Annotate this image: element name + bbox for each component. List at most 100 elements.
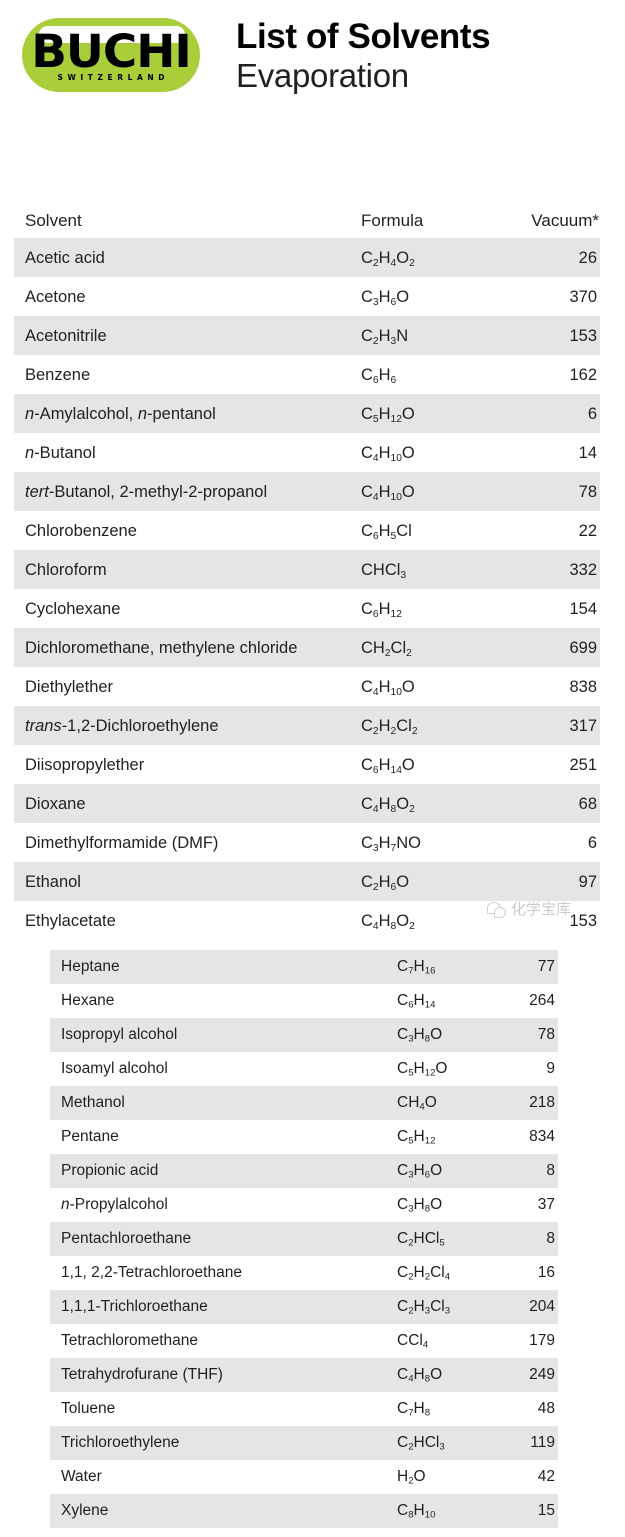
cell-solvent-name: Diethylether [25, 677, 114, 696]
column-header-formula: Formula [361, 211, 424, 230]
table-row: Dichloromethane, methylene chloride CH2Cl… [14, 628, 600, 667]
cell-vacuum-value: 119 [530, 1434, 555, 1451]
cell-vacuum-value: 42 [537, 1468, 555, 1485]
cell-solvent-name: Chlorobenzene [25, 521, 137, 540]
cell-solvent-name: Chloroform [25, 560, 107, 579]
table-row: Dimethylformamide (DMF) C3H7NO 6 [14, 823, 600, 862]
table-row: Water H2O 42 [50, 1460, 558, 1494]
cell-solvent-name: Benzene [25, 365, 91, 384]
cell-solvent-name: Diisopropylether [25, 755, 145, 774]
column-header-solvent: Solvent [25, 211, 82, 230]
cell-formula: C2H4O2 [361, 248, 415, 269]
table-row: Toluene C7H8 48 [50, 1392, 558, 1426]
cell-formula: C3H8O [397, 1196, 443, 1215]
cell-vacuum-value: 699 [569, 638, 597, 657]
cell-formula: C2H2Cl4 [397, 1264, 451, 1283]
cell-vacuum-value: 838 [569, 677, 597, 696]
cell-formula: C2HCl5 [397, 1230, 445, 1249]
cell-vacuum-value: 26 [578, 248, 597, 267]
cell-solvent-name: Ethanol [25, 872, 81, 891]
table-row: Pentane C5H12 834 [50, 1120, 558, 1154]
cell-solvent-name: Pentane [61, 1128, 119, 1145]
table-row: Tetrahydrofurane (THF) C4H8O 249 [50, 1358, 558, 1392]
cell-formula: C6H5Cl [361, 521, 412, 542]
cell-vacuum-value: 78 [537, 1026, 555, 1043]
table-row: Acetone C3H6O 370 [14, 277, 600, 316]
solvent-table-secondary: Heptane C7H16 77 Hexane C6H14 264 Isopropyl al… [50, 950, 558, 1528]
table-row: Dioxane C4H8O2 68 [14, 784, 600, 823]
cell-vacuum-value: 179 [529, 1332, 555, 1349]
cell-vacuum-value: 218 [529, 1094, 555, 1111]
cell-solvent-name: n-Propylalcohol [61, 1196, 168, 1213]
cell-formula: CCl4 [397, 1332, 429, 1351]
cell-formula: CH4O [397, 1094, 437, 1113]
cell-solvent-name: Trichloroethylene [61, 1434, 180, 1451]
table-row: Ethanol C2H6O 97 [14, 862, 600, 901]
cell-formula: C4H10O [361, 482, 415, 503]
cell-formula: C5H12 [397, 1128, 436, 1147]
cell-solvent-name: Water [61, 1468, 102, 1485]
cell-formula: C3H8O [397, 1026, 443, 1045]
table-row: tert-Butanol, 2-methyl-2-propanol C4H10O 7… [14, 472, 600, 511]
cell-solvent-name: n-Amylalcohol, n-pentanol [25, 404, 216, 423]
cell-vacuum-value: 264 [529, 992, 555, 1009]
cell-vacuum-value: 8 [546, 1162, 555, 1179]
logo-country-text: SWITZERLAND [57, 73, 170, 82]
cell-formula: C8H10 [397, 1502, 436, 1521]
cell-formula: CH2Cl2 [361, 638, 412, 659]
table-row: Hexane C6H14 264 [50, 984, 558, 1018]
cell-vacuum-value: 97 [578, 872, 597, 891]
cell-formula: C5H12O [397, 1060, 448, 1079]
cell-solvent-name: Tetrachloromethane [61, 1332, 198, 1349]
cell-solvent-name: n-Butanol [25, 443, 96, 462]
table-header-row: Solvent Formula Vacuum* [14, 200, 600, 238]
logo-highlight-bar [39, 26, 185, 43]
cell-formula: C6H14 [397, 992, 436, 1011]
cell-formula: C4H8O2 [361, 911, 415, 932]
cell-solvent-name: Cyclohexane [25, 599, 121, 618]
cell-formula: C2H3Cl3 [397, 1298, 451, 1317]
table-row: Tetrachloromethane CCl4 179 [50, 1324, 558, 1358]
buchi-logo: BUCHI SWITZERLAND [22, 18, 200, 92]
cell-formula: C3H6O [397, 1162, 443, 1181]
cell-solvent-name: trans-1,2-Dichloroethylene [25, 716, 219, 735]
cell-vacuum-value: 6 [587, 404, 597, 423]
cell-formula: C3H6O [361, 287, 410, 308]
table-row: Chlorobenzene C6H5Cl 22 [14, 511, 600, 550]
table-row: n-Butanol C4H10O 14 [14, 433, 600, 472]
cell-solvent-name: Hexane [61, 992, 115, 1009]
table-row: Heptane C7H16 77 [50, 950, 558, 984]
cell-vacuum-value: 9 [546, 1060, 555, 1077]
cell-vacuum-value: 78 [578, 482, 597, 501]
cell-solvent-name: Acetone [25, 287, 86, 306]
table-row: Ethylacetate C4H8O2 153 [14, 901, 600, 940]
table-row: n-Propylalcohol C3H8O 37 [50, 1188, 558, 1222]
solvent-table-primary: Solvent Formula Vacuum* Acetic acid C2H4O… [14, 200, 600, 940]
table-row: Chloroform CHCl3 332 [14, 550, 600, 589]
cell-vacuum-value: 249 [529, 1366, 555, 1383]
logo-brand-text: BUCHI [31, 25, 191, 78]
cell-vacuum-value: 834 [529, 1128, 555, 1145]
cell-solvent-name: 1,1,1-Trichloroethane [61, 1298, 208, 1315]
cell-formula: H2O [397, 1468, 426, 1487]
cell-formula: C7H16 [397, 958, 436, 977]
cell-solvent-name: Acetic acid [25, 248, 105, 267]
cell-solvent-name: Dimethylformamide (DMF) [25, 833, 219, 852]
cell-formula: C6H6 [361, 365, 397, 386]
page-subtitle: Evaporation [236, 57, 409, 94]
page-title: List of Solvents [236, 17, 491, 56]
table-row: trans-1,2-Dichloroethylene C2H2Cl2 317 [14, 706, 600, 745]
cell-formula: C6H12 [361, 599, 402, 620]
table-body-secondary: Heptane C7H16 77 Hexane C6H14 264 Isopropyl al… [50, 950, 558, 1528]
cell-solvent-name: Toluene [61, 1400, 116, 1417]
cell-solvent-name: Propionic acid [61, 1162, 159, 1179]
cell-vacuum-value: 154 [569, 599, 597, 618]
table-row: Trichloroethylene C2HCl3 119 [50, 1426, 558, 1460]
cell-vacuum-value: 153 [569, 326, 597, 345]
cell-formula: C7H8 [397, 1400, 431, 1419]
cell-formula: C4H10O [361, 443, 415, 464]
column-header-vacuum: Vacuum* [531, 211, 599, 230]
cell-vacuum-value: 204 [529, 1298, 555, 1315]
table-row: Xylene C8H10 15 [50, 1494, 558, 1528]
cell-vacuum-value: 153 [569, 911, 597, 930]
